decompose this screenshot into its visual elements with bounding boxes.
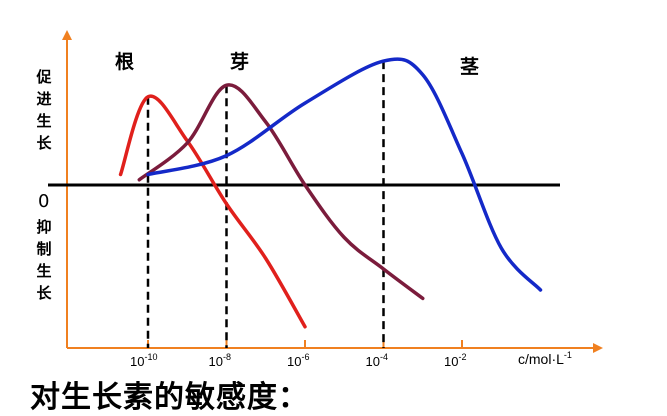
peak-markers bbox=[146, 61, 385, 348]
x-tick-base: 10 bbox=[208, 354, 223, 369]
x-tick-exp: -8 bbox=[222, 352, 231, 362]
caption: 对生长素的敏感度： bbox=[30, 380, 309, 415]
axes bbox=[48, 30, 603, 353]
x-tick-base: 10 bbox=[287, 354, 302, 369]
x-unit-prefix: c/mol·L bbox=[518, 351, 564, 367]
y-zero-label: 0 bbox=[38, 191, 50, 212]
x-tick-label: 10-10 bbox=[130, 352, 157, 369]
x-tick-exp: -6 bbox=[301, 352, 310, 362]
y-positive-label: 促进生长 bbox=[36, 68, 52, 152]
chart bbox=[48, 30, 603, 353]
label-stem: 茎 bbox=[460, 56, 480, 78]
bud-curve bbox=[137, 83, 425, 301]
x-tick-exp: -2 bbox=[458, 352, 467, 362]
stem-curve bbox=[146, 57, 543, 292]
root-curve bbox=[118, 94, 307, 329]
x-unit-exp: -1 bbox=[563, 350, 572, 360]
x-tick-base: 10 bbox=[365, 354, 380, 369]
x-tick-label: 10-2 bbox=[444, 352, 466, 369]
x-tick-base: 10 bbox=[130, 354, 145, 369]
x-axis-unit: c/mol·L-1 bbox=[518, 350, 572, 367]
y-axis-arrow bbox=[62, 30, 72, 40]
y-negative-label: 抑制生长 bbox=[36, 218, 52, 302]
label-bud: 芽 bbox=[230, 51, 250, 73]
x-tick-label: 10-8 bbox=[209, 352, 231, 369]
x-tick-label: 10-6 bbox=[287, 352, 309, 369]
x-tick-label: 10-4 bbox=[366, 352, 388, 369]
x-tick-exp: -10 bbox=[144, 352, 158, 362]
x-tick-base: 10 bbox=[444, 354, 459, 369]
label-root: 根 bbox=[115, 51, 135, 73]
x-tick-exp: -4 bbox=[379, 352, 388, 362]
curves bbox=[118, 57, 543, 329]
x-axis-arrow bbox=[593, 343, 603, 353]
